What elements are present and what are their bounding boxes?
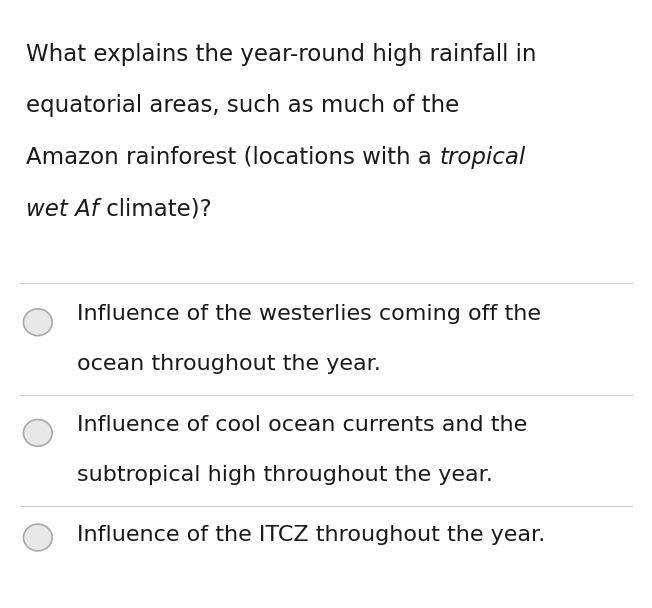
Text: Influence of cool ocean currents and the: Influence of cool ocean currents and the <box>77 415 527 435</box>
Circle shape <box>23 420 52 446</box>
Text: What explains the year-round high rainfall in: What explains the year-round high rainfa… <box>26 43 537 66</box>
Text: climate)?: climate)? <box>99 198 212 221</box>
Circle shape <box>23 524 52 551</box>
Text: Influence of the westerlies coming off the: Influence of the westerlies coming off t… <box>77 304 541 324</box>
Text: Influence of the ITCZ throughout the year.: Influence of the ITCZ throughout the yea… <box>77 525 545 545</box>
Text: tropical: tropical <box>439 146 526 169</box>
Text: ocean throughout the year.: ocean throughout the year. <box>77 354 381 375</box>
Circle shape <box>23 309 52 336</box>
Text: subtropical high throughout the year.: subtropical high throughout the year. <box>77 465 493 485</box>
Text: Amazon rainforest (locations with a: Amazon rainforest (locations with a <box>26 146 439 169</box>
Text: equatorial areas, such as much of the: equatorial areas, such as much of the <box>26 94 459 117</box>
Text: wet Af: wet Af <box>26 198 99 221</box>
